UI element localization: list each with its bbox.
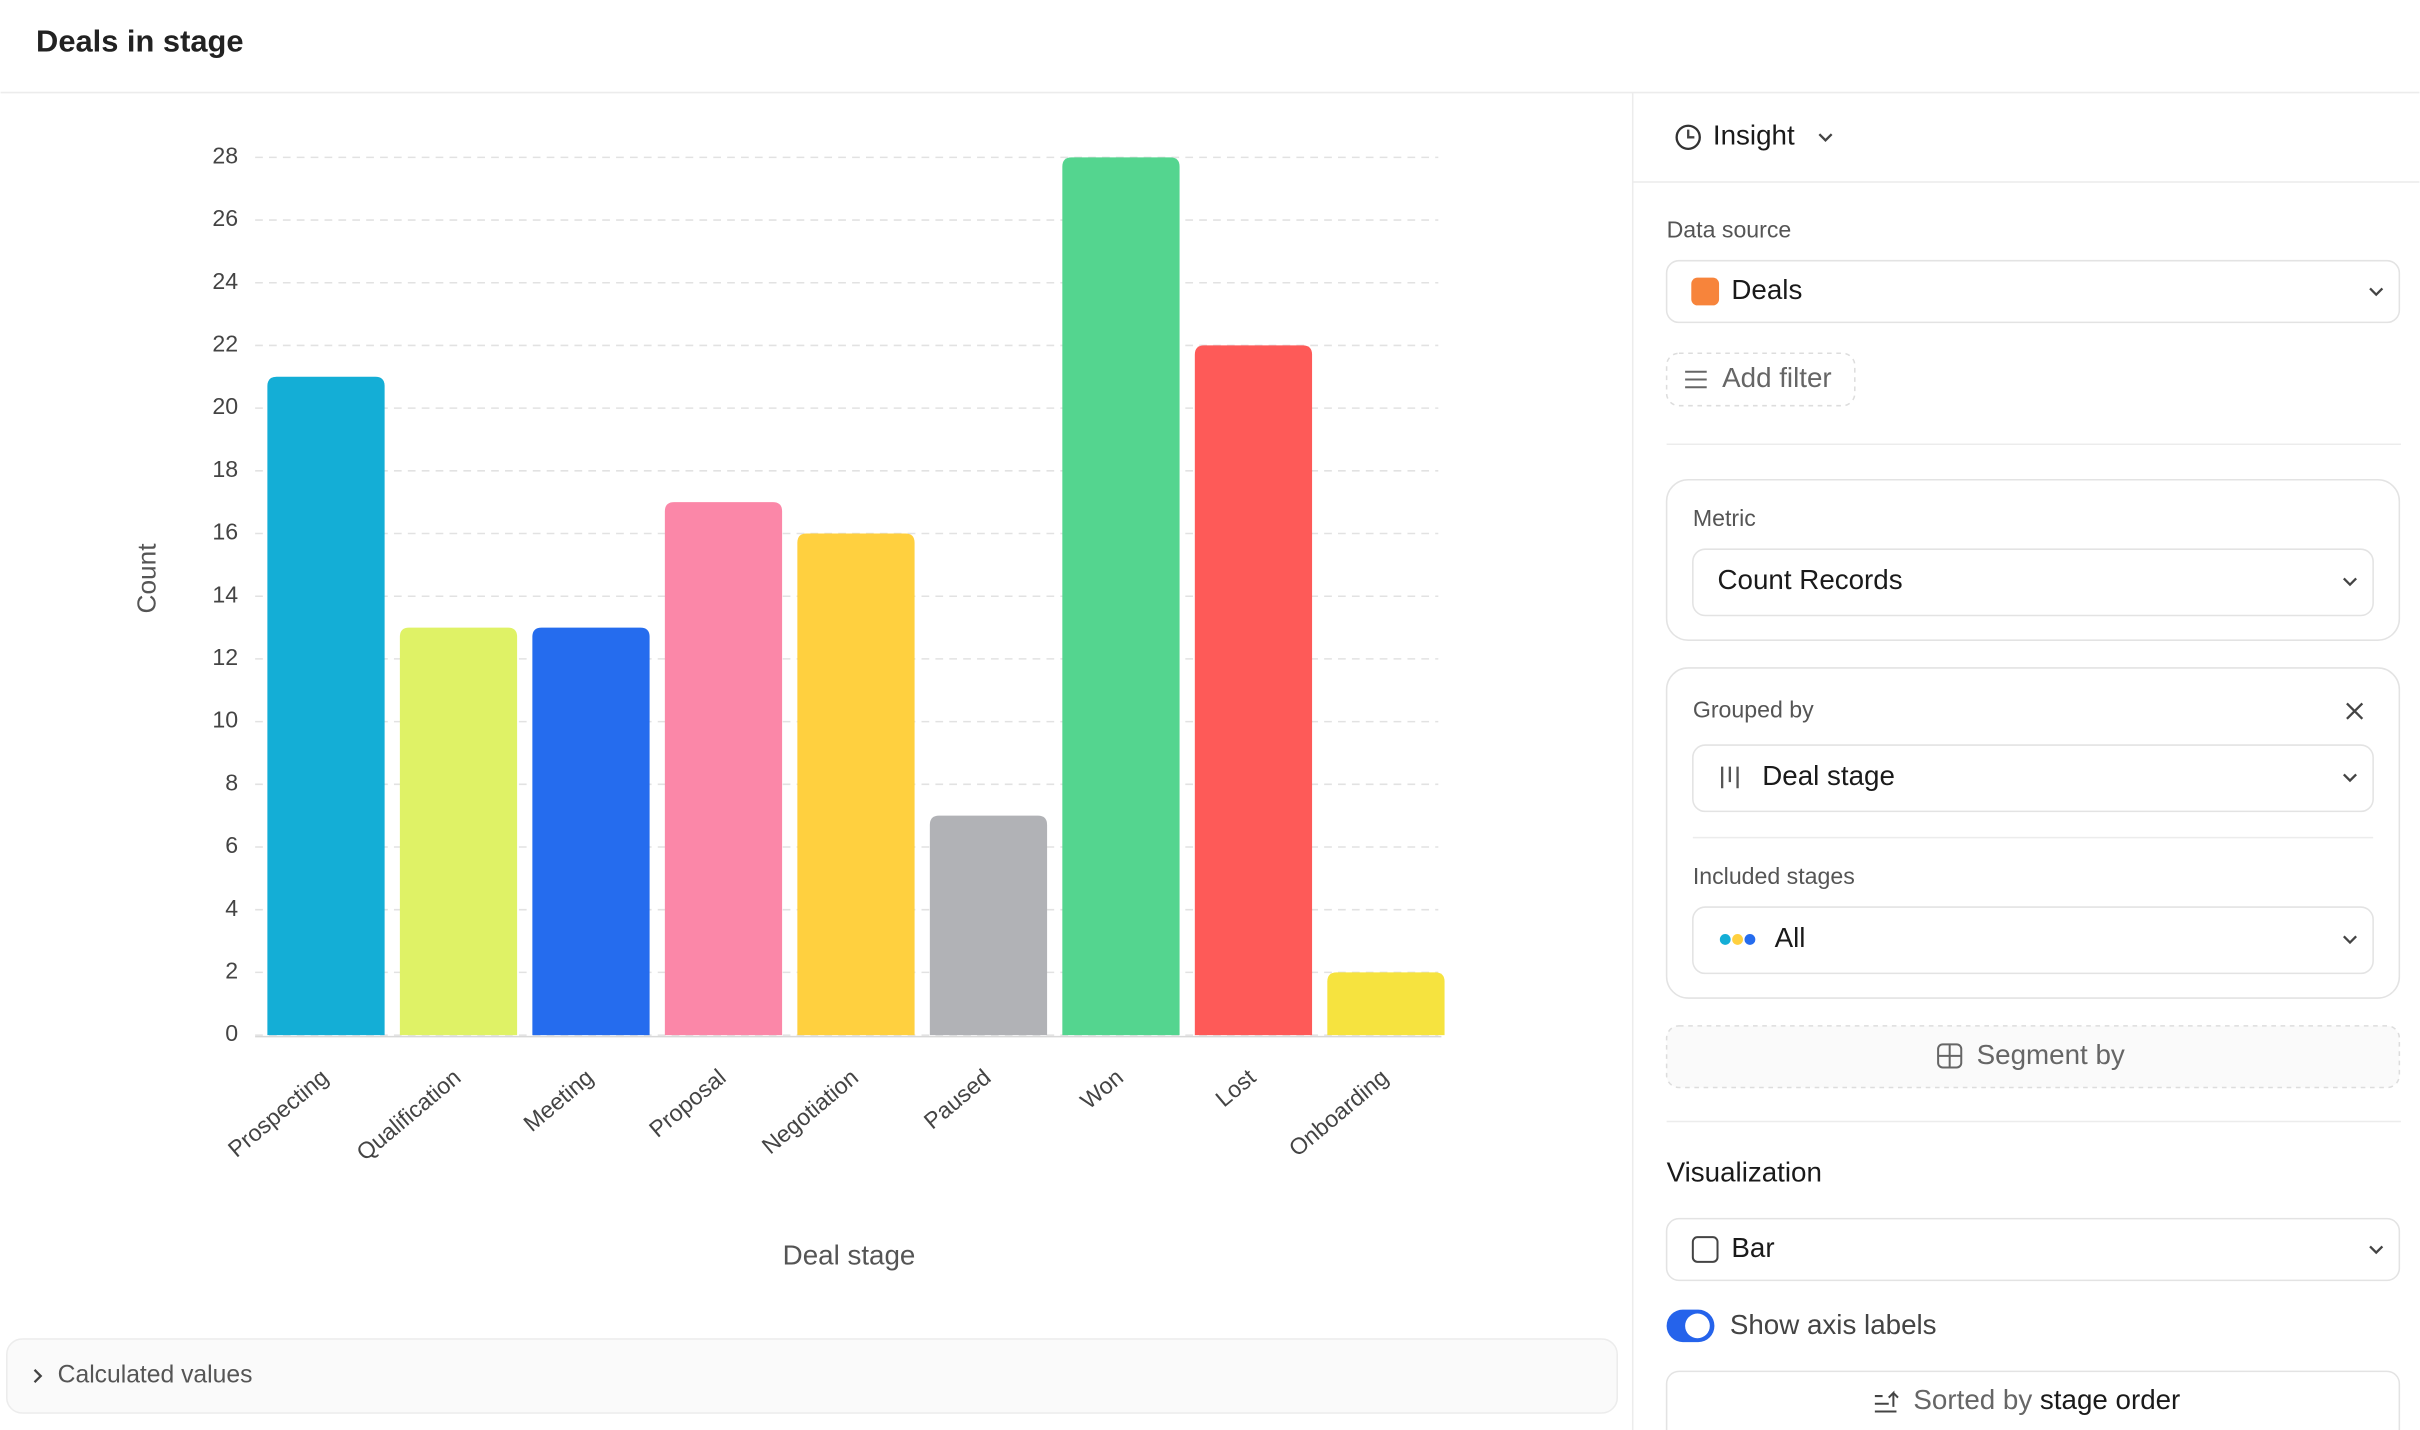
toggle-knob — [1685, 1313, 1710, 1339]
insight-icon — [1675, 124, 1701, 151]
add-filter-button[interactable] — [1665, 352, 1856, 407]
y-tick-label: 4 — [225, 895, 238, 921]
bar — [532, 627, 650, 1036]
x-axis-label: Deal stage — [783, 1240, 916, 1271]
y-tick-label: 12 — [212, 644, 238, 670]
y-axis-label: Count — [132, 543, 162, 614]
sort-order: stage order — [2040, 1385, 2180, 1416]
y-tick-label: 2 — [225, 958, 238, 984]
y-tick-label: 18 — [212, 456, 238, 482]
grouped-by-select[interactable] — [1692, 744, 2374, 813]
visualization-label: Visualization — [1667, 1156, 1822, 1187]
visualization-value: Bar — [1731, 1232, 1774, 1263]
calculated-values[interactable]: Calculated values — [58, 1362, 253, 1389]
visualization-select[interactable] — [1665, 1217, 2401, 1282]
grouped-by-label: Grouped by — [1693, 696, 1814, 722]
side-panel: Insight Data source Deals Add filter Met… — [1632, 120, 2420, 1430]
y-tick-label: 24 — [212, 268, 238, 294]
bar — [1062, 157, 1180, 1036]
y-tick-label: 10 — [212, 707, 238, 733]
segment-by-button[interactable] — [1665, 1025, 2401, 1089]
included-stages-label: Included stages — [1693, 863, 1855, 889]
chevron-icon — [33, 1369, 43, 1383]
bar — [1194, 345, 1313, 1036]
chevron-icon — [1818, 133, 1833, 143]
dot — [1732, 934, 1743, 945]
dot — [1744, 934, 1756, 945]
data-source-select[interactable] — [1665, 259, 2401, 324]
bar — [267, 376, 385, 1036]
insight-menu[interactable]: Insight — [1713, 120, 1795, 151]
y-tick-label: 20 — [212, 393, 238, 419]
sort-button[interactable] — [1665, 1370, 2401, 1430]
chevron-icon — [2343, 773, 2357, 783]
clock-hand — [1687, 129, 1695, 139]
sorted-by: Sorted by — [1913, 1385, 2032, 1416]
bar — [797, 533, 915, 1036]
show-axis-labels: Show axis labels — [1730, 1309, 1937, 1340]
metric-label: Metric — [1693, 505, 1756, 531]
filter-icon — [1685, 370, 1707, 389]
segment-icon-cross — [1938, 1044, 1962, 1068]
stage-icon — [1720, 766, 1739, 789]
chevron-icon — [2369, 1245, 2384, 1255]
bar — [929, 815, 1048, 1036]
dot — [1719, 934, 1731, 945]
data-source-label: Data source — [1667, 217, 1792, 243]
segment-by: Segment by — [1977, 1039, 2125, 1070]
metric-select[interactable] — [1692, 548, 2374, 617]
bar — [1327, 972, 1445, 1036]
metric-value: Count Records — [1718, 564, 1903, 595]
bar-icon — [1691, 1236, 1719, 1263]
y-tick-label: 16 — [212, 519, 238, 545]
included-stages-value: All — [1775, 922, 1806, 953]
y-tick-label: 0 — [225, 1020, 238, 1046]
included-stages-select[interactable] — [1692, 906, 2374, 975]
close-icon[interactable] — [2346, 702, 2364, 720]
chevron-icon — [2343, 577, 2357, 587]
y-tick-label: 6 — [225, 832, 238, 858]
chevron-icon — [2369, 287, 2384, 297]
y-tick-label: 22 — [212, 331, 238, 357]
chevron-icon — [2343, 935, 2357, 945]
deals-icon — [1691, 277, 1720, 306]
bar — [664, 502, 783, 1036]
y-tick-label: 26 — [212, 205, 238, 231]
sort-icon — [1874, 1390, 1899, 1413]
add-filter: Add filter — [1722, 362, 1832, 393]
sort-text: Sorted by stage order — [1913, 1385, 2180, 1416]
y-tick-label: 8 — [225, 769, 238, 795]
grouped-by-value: Deal stage — [1762, 760, 1895, 791]
y-tick-label: 28 — [212, 142, 238, 168]
page-title: Deals in stage — [36, 23, 243, 58]
y-tick-label: 14 — [212, 581, 238, 607]
calculated-values-bar[interactable] — [5, 1338, 1619, 1414]
bar — [399, 627, 518, 1036]
data-source-value: Deals — [1731, 274, 1802, 305]
